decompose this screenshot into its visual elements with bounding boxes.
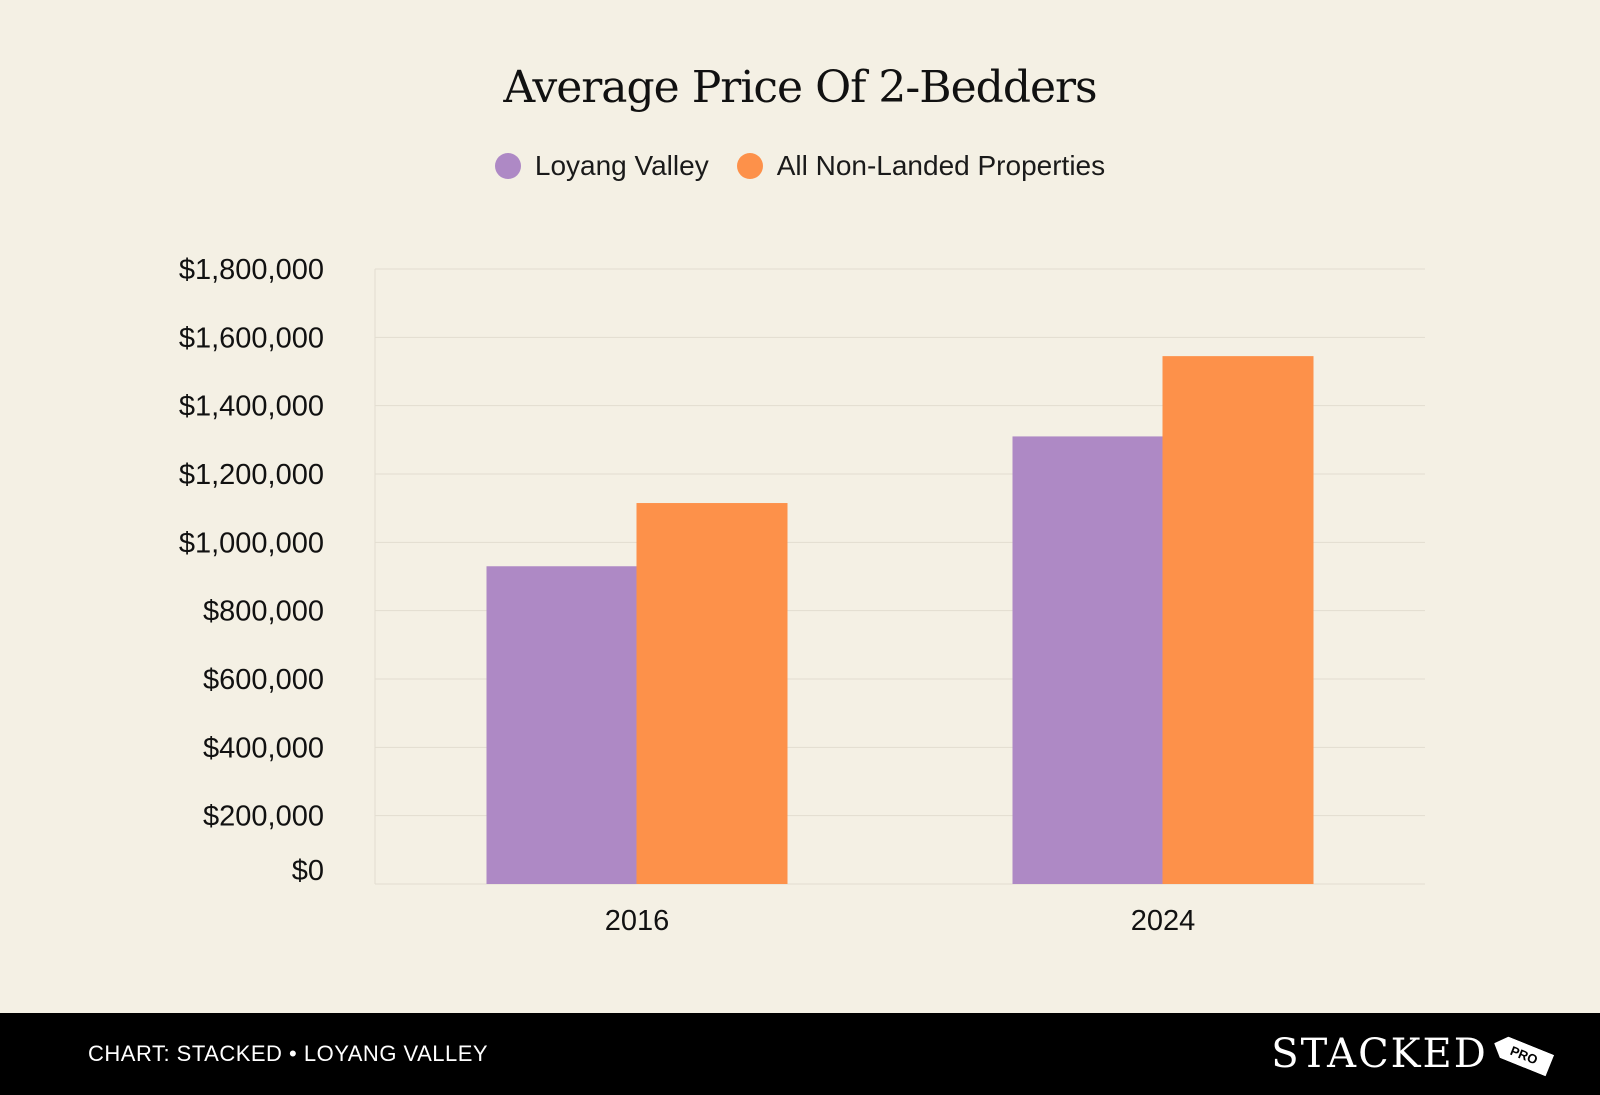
legend-label-loyang-valley: Loyang Valley (534, 150, 709, 181)
y-tick-label: $1,600,000 (179, 322, 324, 354)
pro-tag-icon: PRO (1490, 1032, 1554, 1076)
legend-item-loyang-valley: Loyang Valley (494, 150, 709, 182)
y-tick-label: $1,200,000 (179, 459, 324, 491)
x-axis-ticks: 2016 2024 (605, 905, 1196, 937)
y-tick-label: $200,000 (203, 801, 324, 833)
y-tick-label: $800,000 (203, 596, 324, 628)
legend-swatch-loyang-valley (494, 153, 521, 179)
footer-bar: CHART: STACKED • LOYANG VALLEY STACKED P… (0, 1013, 1600, 1095)
chart-title: Average Price Of 2-Bedders (503, 62, 1097, 113)
bar-all-non-landed-2024 (1162, 356, 1314, 884)
stacked-pro-logo: STACKED PRO (1271, 1029, 1552, 1079)
bars (486, 356, 1314, 884)
legend-item-all-non-landed: All Non-Landed Properties (736, 150, 1106, 182)
y-tick-label: $600,000 (203, 664, 324, 696)
footer-caption: CHART: STACKED • LOYANG VALLEY (88, 1041, 489, 1066)
bar-loyang-valley-2016 (486, 566, 638, 884)
x-tick-label: 2024 (1131, 905, 1196, 937)
y-tick-label: $400,000 (203, 732, 324, 764)
legend: Loyang Valley All Non-Landed Properties (0, 150, 1600, 182)
y-tick-label: $1,400,000 (179, 391, 324, 423)
legend-label-all-non-landed: All Non-Landed Properties (776, 150, 1106, 181)
bar-all-non-landed-2016 (636, 503, 788, 884)
y-axis-ticks: $0 $200,000 $400,000 $600,000 $800,000 $1,000… (179, 254, 324, 887)
y-tick-label: $1,800,000 (179, 254, 324, 286)
y-tick-label: $1,000,000 (179, 527, 324, 559)
chart-area: Average Price Of 2-Bedders Loyang Valley… (0, 62, 1600, 937)
x-tick-label: 2016 (605, 905, 670, 937)
bar-loyang-valley-2024 (1012, 436, 1164, 884)
bar-chart-plot: $0 $200,000 $400,000 $600,000 $800,000 $1,000… (179, 254, 1425, 937)
legend-swatch-all-non-landed (736, 153, 763, 179)
y-tick-label: $0 (292, 855, 324, 887)
brand-wordmark: STACKED (1271, 1031, 1488, 1077)
